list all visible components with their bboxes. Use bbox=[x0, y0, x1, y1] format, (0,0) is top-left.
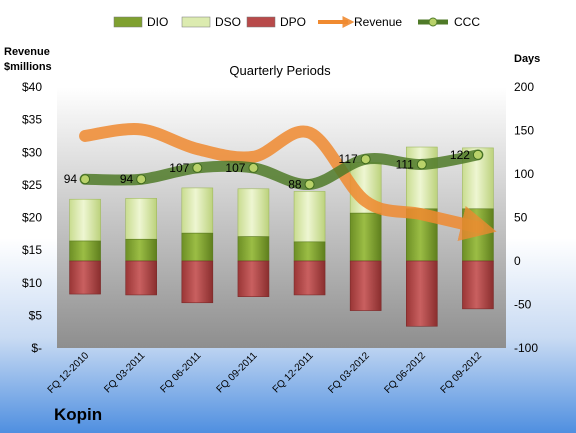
y-left-tick: $40 bbox=[22, 80, 42, 94]
ccc-data-label: 117 bbox=[339, 152, 358, 166]
bar-dso bbox=[237, 188, 270, 237]
y-left-tick: $30 bbox=[22, 145, 42, 159]
y-right-tick: 0 bbox=[514, 254, 521, 268]
bar-dio bbox=[125, 238, 157, 262]
legend-swatch-dio bbox=[113, 16, 143, 28]
legend-swatch-dpo bbox=[246, 16, 276, 28]
y-left-tick: $25 bbox=[22, 178, 42, 192]
ccc-data-label: 107 bbox=[225, 161, 245, 175]
y-left-tick: $5 bbox=[29, 308, 43, 322]
bar-dpo bbox=[125, 260, 157, 296]
legend-swatch-dso bbox=[181, 16, 211, 28]
ccc-point bbox=[192, 162, 203, 173]
ccc-point bbox=[472, 149, 483, 160]
ccc-data-label: 88 bbox=[288, 177, 302, 191]
y-right-tick: -100 bbox=[514, 341, 538, 355]
bar-dso bbox=[406, 146, 438, 210]
chart-title: Quarterly Periods bbox=[229, 63, 331, 78]
bar-dpo bbox=[462, 260, 494, 310]
ccc-point bbox=[80, 174, 91, 185]
legend-marker-ccc bbox=[428, 17, 438, 27]
ccc-point bbox=[136, 174, 147, 185]
legend-label-ccc: CCC bbox=[454, 15, 480, 29]
legend-label-revenue: Revenue bbox=[354, 15, 402, 29]
bar-dso bbox=[293, 191, 326, 243]
bar-dpo bbox=[69, 260, 101, 295]
y-left-tick: $10 bbox=[22, 276, 42, 290]
y-right-axis: -100 -50 0 50 100 150 200 bbox=[514, 80, 538, 355]
bar-dio bbox=[349, 212, 382, 262]
ccc-data-label: 107 bbox=[169, 161, 189, 175]
y-left-label-line2: $millions bbox=[4, 61, 52, 73]
y-left-tick: $20 bbox=[22, 211, 42, 225]
y-right-tick: 100 bbox=[514, 167, 534, 181]
ccc-point bbox=[360, 154, 371, 165]
bar-dpo bbox=[237, 260, 270, 297]
legend-label-dso: DSO bbox=[215, 15, 241, 29]
legend-label-dpo: DPO bbox=[280, 15, 306, 29]
revenue-line bbox=[79, 123, 497, 242]
y-left-axis: $- $5 $10 $15 $20 $25 $30 $35 $40 bbox=[22, 80, 42, 355]
bar-dso bbox=[69, 198, 101, 242]
y-right-tick: -50 bbox=[514, 298, 532, 312]
legend-label-dio: DIO bbox=[147, 15, 168, 29]
bar-dio bbox=[69, 240, 101, 262]
y-right-label: Days bbox=[514, 53, 540, 65]
bar-dio bbox=[181, 232, 214, 262]
ccc-point bbox=[248, 162, 259, 173]
y-left-tick: $15 bbox=[22, 243, 42, 257]
y-left-tick: $35 bbox=[22, 113, 42, 127]
y-right-tick: 50 bbox=[514, 211, 528, 225]
legend: DIO DSO DPO Revenue CCC bbox=[113, 15, 480, 29]
ccc-data-label: 122 bbox=[450, 148, 470, 162]
bar-dio bbox=[293, 241, 326, 262]
ccc-data-label: 111 bbox=[396, 157, 415, 171]
lines: 94 94 107 107 88 117 111 122 bbox=[64, 123, 497, 242]
y-left-label-line1: Revenue bbox=[4, 46, 50, 58]
y-right-tick: 200 bbox=[514, 80, 534, 94]
y-right-tick: 150 bbox=[514, 124, 534, 138]
ccc-data-label: 94 bbox=[64, 172, 78, 186]
bar-dpo bbox=[181, 260, 214, 304]
y-left-tick: $- bbox=[31, 341, 42, 355]
bar-dpo bbox=[293, 260, 326, 296]
ccc-point bbox=[416, 159, 427, 170]
bar-dio bbox=[462, 208, 494, 262]
bar-dso bbox=[125, 198, 157, 240]
bar-dio bbox=[237, 236, 270, 262]
ccc-point bbox=[304, 179, 315, 190]
bar-dpo bbox=[349, 260, 382, 311]
bar-dpo bbox=[406, 260, 438, 327]
company-name: Kopin bbox=[54, 405, 102, 424]
bar-dso bbox=[181, 187, 214, 234]
ccc-data-label: 94 bbox=[120, 172, 134, 186]
ccc-line bbox=[79, 149, 484, 190]
